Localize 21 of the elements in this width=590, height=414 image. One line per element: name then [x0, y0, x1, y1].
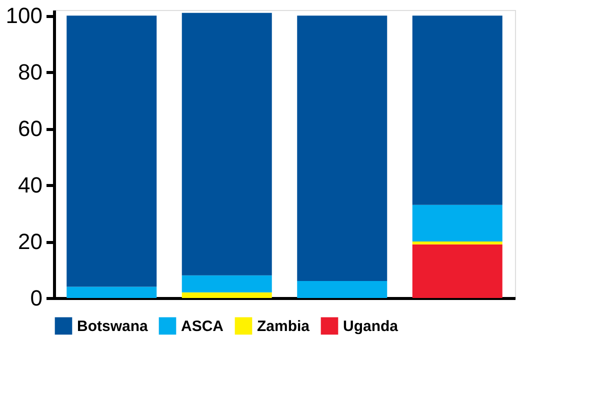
bar [182, 275, 272, 292]
legend-label: Botswana [77, 318, 149, 335]
bar [66, 286, 157, 298]
bar [412, 204, 502, 242]
bar [66, 16, 157, 287]
bar [297, 16, 388, 282]
y-tick-label: 100 [6, 3, 42, 28]
bar [412, 242, 502, 244]
legend-label: Zambia [257, 318, 310, 335]
y-tick-label: 20 [18, 229, 42, 254]
y-tick-label: 80 [18, 60, 42, 85]
bar [182, 292, 272, 298]
y-tick-label: 0 [30, 286, 42, 310]
bar [182, 12, 272, 276]
bar [412, 244, 502, 298]
legend-label: ASCA [181, 318, 224, 335]
y-tick-label: 60 [18, 116, 42, 142]
bar [412, 16, 502, 205]
legend-label: Uganda [343, 318, 399, 335]
y-tick-label: 40 [18, 172, 42, 198]
bar [297, 281, 388, 298]
